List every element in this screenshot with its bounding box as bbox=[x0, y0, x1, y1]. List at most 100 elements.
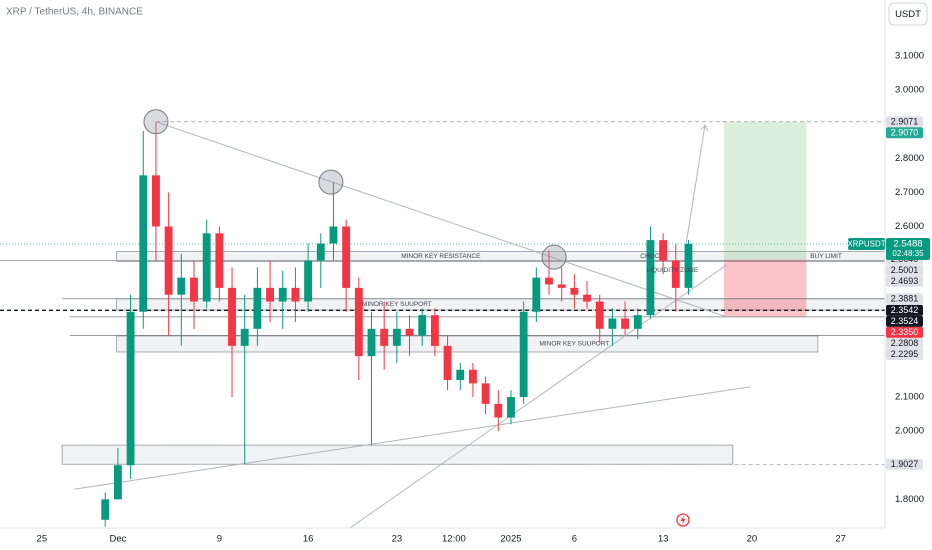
price-tag-label: 2.3881 bbox=[891, 294, 919, 304]
price-tag bbox=[886, 326, 923, 338]
x-tick-label: 6 bbox=[572, 534, 577, 545]
price-tag bbox=[886, 315, 923, 327]
zone bbox=[116, 335, 819, 353]
price-tag-label: 2.5001 bbox=[891, 265, 919, 275]
zone-label: MINOR KEY SUUPORT bbox=[362, 301, 432, 308]
currency-button[interactable] bbox=[888, 2, 928, 26]
trend-line bbox=[349, 264, 727, 529]
price-tag bbox=[886, 127, 923, 139]
x-tick-label: 2025 bbox=[500, 534, 521, 545]
candle-body bbox=[633, 315, 642, 329]
candle-body bbox=[152, 175, 160, 227]
x-tick-label: 23 bbox=[392, 534, 403, 545]
candle-body bbox=[519, 311, 528, 398]
x-tick-label: 12:00 bbox=[442, 534, 466, 545]
candle-body bbox=[532, 277, 541, 312]
candle-body bbox=[595, 301, 604, 329]
candle-body bbox=[215, 233, 224, 288]
price-tag-label: 2.4693 bbox=[891, 276, 919, 286]
candle-body bbox=[507, 397, 515, 418]
y-tick-label: 2.7000 bbox=[895, 187, 924, 198]
price-tag-label: 2.9070 bbox=[891, 128, 919, 138]
candle-body bbox=[342, 226, 351, 288]
candle-body bbox=[278, 287, 287, 302]
candle-body bbox=[329, 226, 338, 244]
price-tag-label: 1.9027 bbox=[891, 459, 919, 469]
plot-area: MINOR KEY RESISTANCE MINOR KEY SUUPORT MIN… bbox=[0, 109, 886, 529]
candle-body bbox=[481, 383, 490, 404]
y-tick-label: 1.8000 bbox=[895, 494, 924, 505]
candle-body bbox=[392, 328, 401, 346]
symbol-tag-name: XRPUSDT bbox=[847, 240, 885, 249]
candle-body bbox=[126, 311, 135, 466]
price-tag bbox=[886, 275, 923, 287]
zone bbox=[61, 444, 734, 465]
candle-body bbox=[430, 315, 439, 346]
annotation: BUY LIMIT bbox=[810, 253, 842, 260]
candle-body bbox=[405, 328, 414, 336]
candle-body bbox=[418, 315, 427, 336]
price-tag-label: 2.2808 bbox=[891, 338, 919, 348]
candle-body bbox=[304, 260, 313, 302]
x-tick-label: 27 bbox=[835, 534, 846, 545]
y-tick-label: 3.0000 bbox=[895, 85, 924, 96]
y-tick-label: 3.1000 bbox=[895, 50, 924, 61]
x-tick-label: 20 bbox=[747, 534, 758, 545]
last-price-tag bbox=[886, 237, 930, 260]
candle-body bbox=[646, 240, 655, 316]
x-tick-label: Dec bbox=[109, 534, 126, 545]
profit-zone bbox=[723, 121, 807, 260]
symbol-header: XRP / TetherUS, 4h, BINANCE bbox=[6, 7, 143, 18]
price-tag-label: 2.3350 bbox=[891, 327, 919, 337]
candle-body bbox=[101, 499, 110, 520]
candle-body bbox=[190, 277, 198, 302]
candle-body bbox=[659, 240, 668, 261]
candle-body bbox=[380, 328, 389, 346]
countdown: 02:48:35 bbox=[892, 249, 924, 258]
replay-icon[interactable] bbox=[676, 513, 690, 527]
icon-bolt[interactable] bbox=[680, 515, 686, 525]
candle-body bbox=[494, 403, 503, 418]
candle-body bbox=[583, 294, 591, 302]
price-tag bbox=[886, 304, 923, 316]
y-tick-label: 2.0000 bbox=[895, 426, 924, 437]
price-tag bbox=[886, 458, 923, 470]
candle-body bbox=[557, 284, 566, 288]
candle-body bbox=[113, 465, 122, 500]
x-tick-label: 9 bbox=[217, 534, 222, 545]
candle-body bbox=[253, 287, 262, 329]
highlight-circle bbox=[541, 244, 567, 270]
candle-body bbox=[468, 369, 477, 384]
currency-label[interactable]: USDT bbox=[895, 9, 921, 20]
x-tick-label: 25 bbox=[37, 534, 48, 545]
candle-body bbox=[316, 243, 325, 261]
trend-line bbox=[74, 386, 751, 490]
loss-zone bbox=[723, 259, 807, 317]
candle-body bbox=[684, 243, 693, 288]
arrow-head bbox=[700, 124, 709, 132]
candle-body bbox=[139, 175, 148, 312]
price-tag-label: 2.3524 bbox=[891, 316, 919, 326]
candle-body bbox=[608, 318, 617, 329]
zone-label: MINOR KEY RESISTANCE bbox=[401, 253, 481, 260]
candle-body bbox=[570, 287, 579, 295]
price-tag-label: 2.9071 bbox=[891, 117, 919, 127]
candle-body bbox=[456, 369, 465, 380]
candle-body bbox=[443, 345, 452, 380]
zone-label: MINOR KEY SUUPORT bbox=[539, 341, 609, 348]
y-tick-label: 2.1000 bbox=[895, 392, 924, 403]
annotation: LIQUIDITY ZONE bbox=[647, 267, 699, 274]
candle-body bbox=[545, 277, 553, 285]
candle-body bbox=[240, 328, 249, 346]
arrow-line bbox=[685, 125, 706, 246]
x-tick-label: 16 bbox=[303, 534, 314, 545]
candle-body bbox=[367, 328, 376, 357]
y-tick-label: 2.8000 bbox=[895, 153, 924, 164]
last-price-label: 2.5488 bbox=[893, 238, 922, 249]
price-tag-label: 2.2295 bbox=[891, 349, 919, 359]
icon-circle[interactable] bbox=[676, 513, 690, 527]
price-tag-label: 2.3542 bbox=[891, 305, 919, 315]
candle-body bbox=[228, 287, 236, 346]
candle-body bbox=[266, 287, 274, 302]
